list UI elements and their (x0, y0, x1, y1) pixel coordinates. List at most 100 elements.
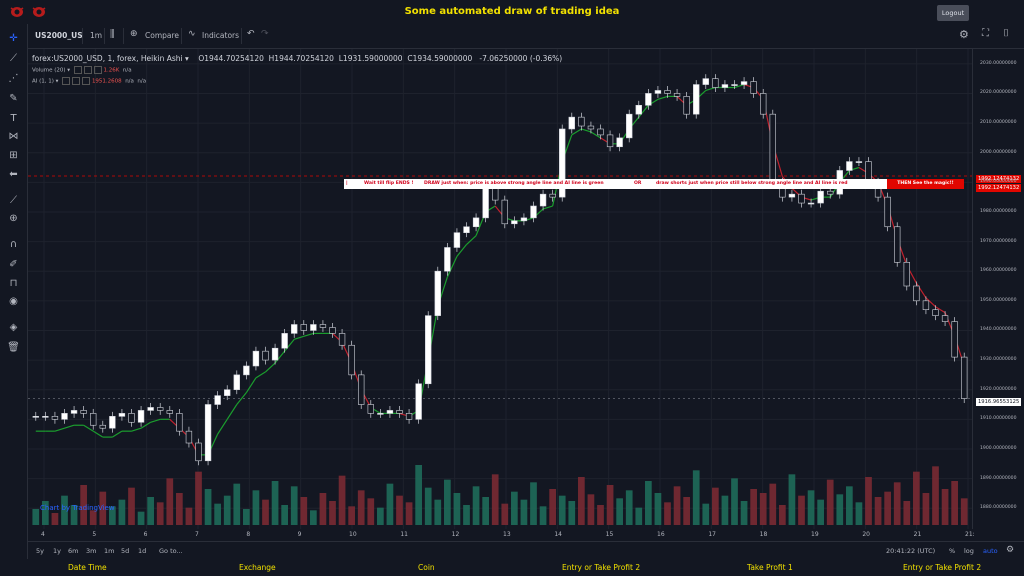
candle-body (597, 128, 604, 136)
volume-bar (32, 509, 40, 525)
brush-icon[interactable]: ✎ (9, 93, 18, 104)
candle-body (817, 190, 824, 204)
candle-body (204, 404, 212, 462)
log-toggle[interactable]: log (964, 547, 974, 555)
fib-icon[interactable]: ⋰ (8, 73, 19, 84)
ai-line-segment (112, 430, 123, 438)
pattern-icon[interactable]: ⋈ (8, 131, 19, 142)
settings-icon[interactable] (83, 66, 92, 74)
price-tick-label: 1990.00000000 (980, 179, 1017, 185)
compare-button[interactable]: Compare (145, 31, 180, 40)
ai-label[interactable]: AI (1, 1) (32, 78, 54, 85)
volume-bar (214, 503, 221, 525)
visibility-icon[interactable] (62, 77, 71, 85)
zoom-icon[interactable]: ⊕ (9, 213, 18, 224)
candle-body (645, 93, 652, 106)
range-1y[interactable]: 1y (53, 547, 61, 555)
volume-bar (415, 465, 422, 525)
close-icon[interactable] (93, 66, 102, 74)
percent-toggle[interactable]: % (949, 547, 956, 555)
tradingview-watermark[interactable]: Chart by TradingView (40, 504, 115, 512)
candle-body (99, 424, 106, 429)
range-5d[interactable]: 5d (121, 547, 130, 555)
ai-line-segment (92, 430, 104, 438)
annotation-part: OR (634, 181, 642, 186)
ai-line-segment (255, 371, 266, 379)
undo-icon[interactable]: ↶ (247, 29, 255, 39)
magic-label: THEN See the magic!! (887, 179, 964, 189)
candle-body (740, 81, 748, 85)
close-icon[interactable] (82, 77, 91, 85)
drawing-toolbar: ✛ ⟋ ⋰ ✎ T ⋈ ⊞ ⬅ ⟋ ⊕ ∩ ✐ ⊓ ◉ ◈ 🗑 (0, 24, 28, 576)
settings-icon[interactable]: ⚙ (1006, 545, 1015, 555)
candle-body (578, 116, 585, 127)
candle-body (185, 430, 193, 444)
candle-body (51, 416, 59, 420)
candle-body (807, 202, 815, 205)
lock-drawing-icon[interactable]: ✐ (9, 259, 18, 270)
crosshair-icon[interactable]: ✛ (9, 33, 18, 44)
back-arrow-icon[interactable]: ⬅ (9, 169, 18, 180)
symbol-name[interactable]: forex:US2000_USD, 1, forex, Heikin Ashi (32, 54, 183, 63)
candle-body (137, 410, 145, 423)
volume-bar (807, 490, 815, 525)
trend-line-icon[interactable]: ⟋ (10, 53, 17, 64)
indicators-icon[interactable]: ∿ (188, 29, 196, 39)
volume-bar (932, 466, 939, 525)
candle-body (271, 347, 279, 361)
candle-body (319, 324, 327, 328)
time-tick-label: 18 (759, 531, 768, 538)
range-1m[interactable]: 1m (104, 547, 115, 555)
range-3m[interactable]: 3m (86, 547, 97, 555)
candle-body (32, 416, 39, 418)
prediction-icon[interactable]: ⊞ (9, 150, 18, 161)
indicators-button[interactable]: Indicators (202, 31, 240, 40)
candle-body (693, 84, 700, 115)
volume-bar (357, 490, 365, 525)
bottom-bar: 5y 1y 6m 3m 1m 5d 1d Go to... 20:41:22 (… (28, 541, 1024, 560)
layers-icon[interactable]: ◈ (9, 322, 18, 333)
symbol-search[interactable]: US2000_US (35, 31, 83, 40)
logout-button[interactable]: Logout (937, 5, 969, 21)
trash-icon[interactable]: 🗑 (7, 342, 20, 353)
price-chart[interactable] (28, 49, 974, 529)
candle-body (396, 410, 403, 414)
goto-button[interactable]: Go to... (159, 547, 183, 555)
range-1d[interactable]: 1d (138, 547, 147, 555)
redo-icon[interactable]: ↷ (261, 29, 269, 39)
interval-button[interactable]: 1m (90, 31, 103, 40)
settings-icon[interactable] (72, 77, 81, 85)
volume-bar (396, 495, 403, 525)
settings-icon[interactable]: ⚙ (959, 28, 969, 41)
candle-body (961, 356, 968, 399)
compare-icon[interactable]: ⊕ (130, 29, 138, 39)
time-tick-label: 21 (913, 531, 922, 538)
auto-toggle[interactable]: auto (983, 547, 998, 555)
volume-bar (453, 493, 461, 525)
candle-body (712, 78, 719, 88)
ruler-icon[interactable]: ⟋ (10, 195, 17, 206)
trading-idea-annotation[interactable]: | Wait till flip ENDS ! DRAW just when: … (344, 179, 964, 189)
fullscreen-icon[interactable]: ⛶ (982, 28, 989, 39)
annotation-part: draw shorts just when price still below … (656, 181, 848, 186)
text-icon[interactable]: T (10, 113, 17, 124)
range-5y[interactable]: 5y (36, 547, 44, 555)
eye-icon[interactable]: ◉ (9, 296, 18, 307)
range-6m[interactable]: 6m (68, 547, 79, 555)
volume-bar (252, 490, 260, 525)
ohlc-close: C1934.59000000 (407, 54, 473, 63)
candle-body (855, 161, 863, 163)
divider (104, 28, 105, 44)
lock-icon[interactable]: ⊓ (9, 278, 18, 289)
volume-bar (549, 489, 556, 525)
volume-bar (884, 491, 891, 525)
volume-bar (530, 482, 537, 525)
volume-label[interactable]: Volume (20) (32, 67, 66, 74)
volume-bar (798, 495, 805, 525)
volume-bar (271, 481, 279, 525)
candle-style-icon[interactable]: ⫼ (110, 29, 115, 40)
camera-icon[interactable]: ⌷ (1003, 28, 1009, 39)
footer-bar: Date Time Exchange Coin Entry or Take Pr… (0, 559, 1024, 576)
magnet-icon[interactable]: ∩ (9, 239, 18, 250)
visibility-icon[interactable] (73, 66, 82, 74)
